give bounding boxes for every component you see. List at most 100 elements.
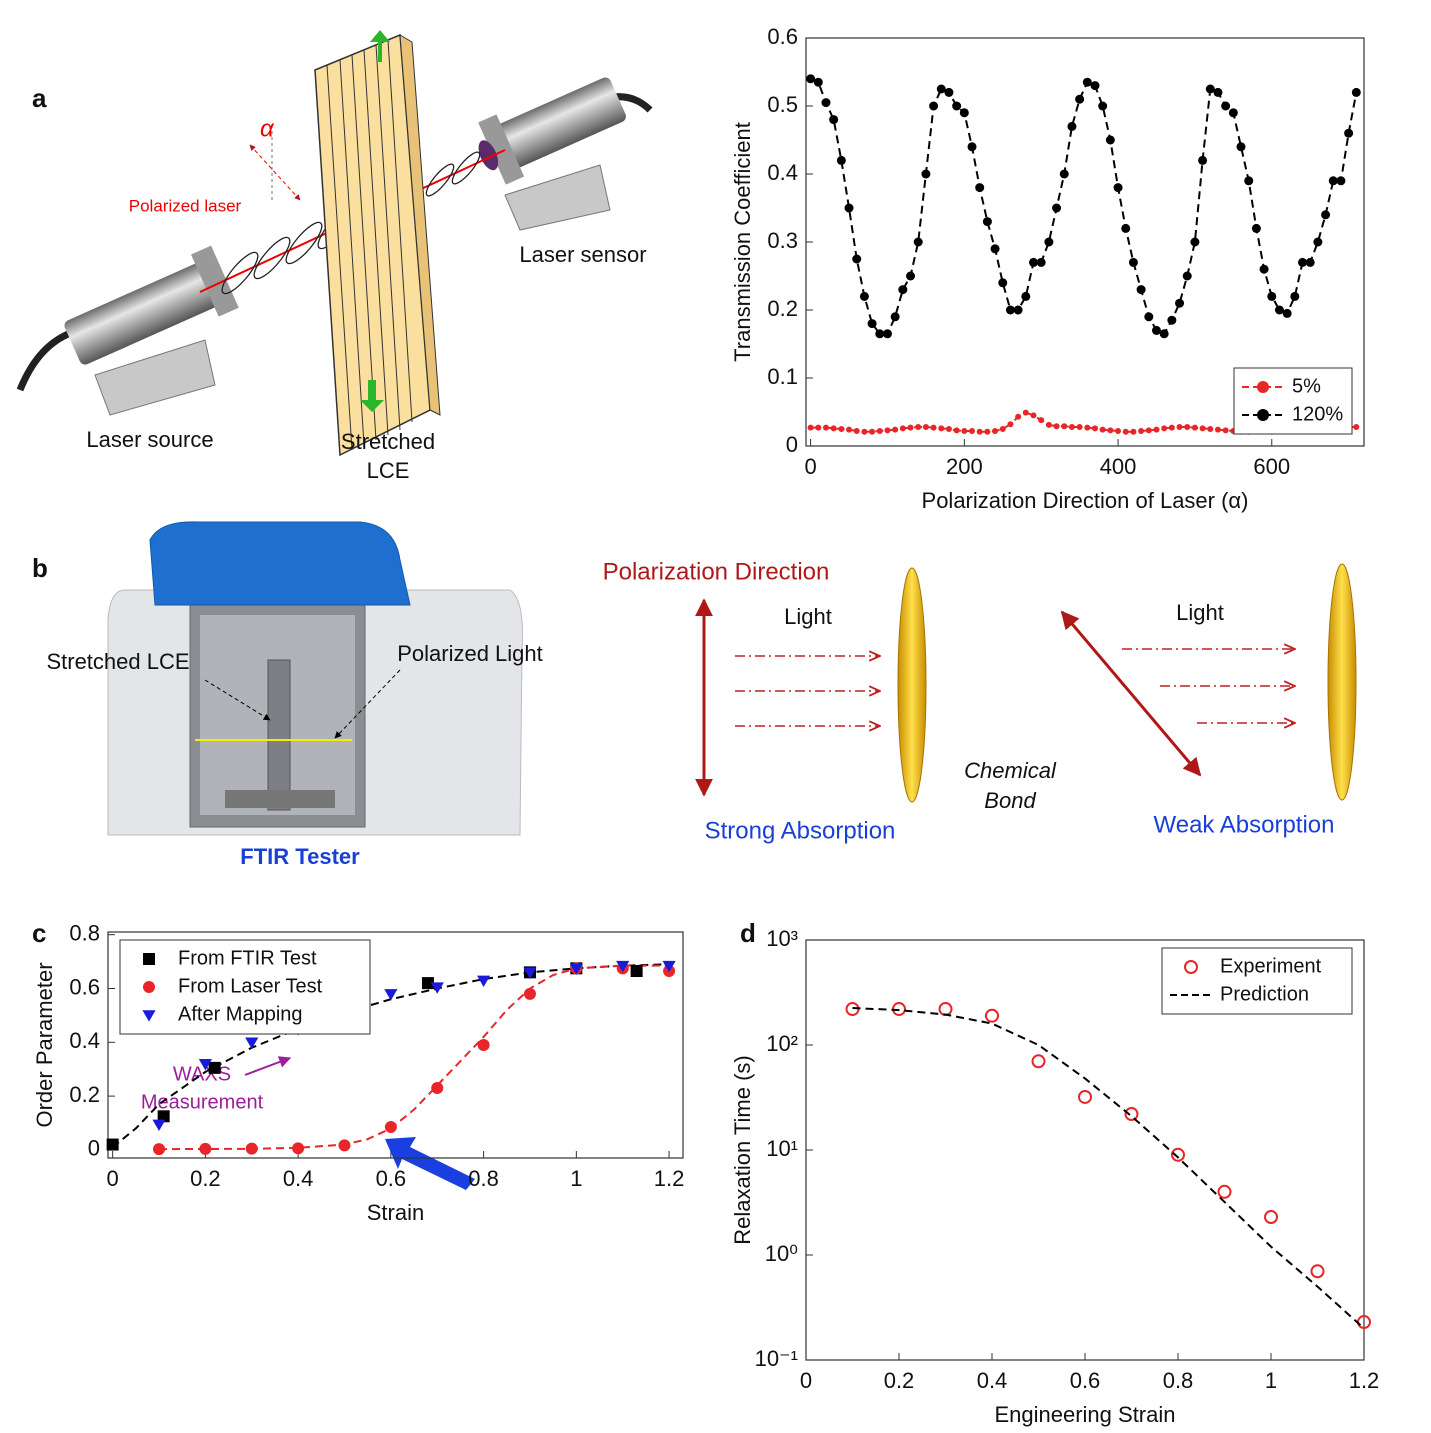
point — [1084, 424, 1091, 431]
point — [1082, 77, 1092, 87]
point — [1013, 305, 1023, 315]
point — [1090, 81, 1100, 91]
point — [822, 424, 829, 431]
point — [1336, 176, 1346, 186]
panel-b-diagram: b Stretched LCE Polarized Light FTIR Tes… — [32, 521, 1357, 869]
tester-label: FTIR Tester — [240, 844, 360, 869]
point — [1313, 237, 1323, 247]
point — [906, 271, 916, 281]
point — [477, 1039, 490, 1051]
x-tick-label: 0.8 — [1163, 1368, 1194, 1393]
point — [815, 424, 822, 431]
point — [876, 428, 883, 435]
fit-line — [112, 963, 670, 1149]
bracket — [504, 164, 611, 231]
point — [806, 74, 816, 84]
point — [938, 1002, 953, 1017]
point — [882, 329, 892, 339]
point — [157, 1110, 170, 1123]
point — [1059, 169, 1069, 179]
point — [898, 285, 908, 295]
point — [959, 108, 969, 118]
y-tick-label: 0.3 — [767, 228, 798, 253]
direction-label: Polarization Direction — [603, 558, 830, 585]
point — [1221, 101, 1231, 111]
point — [292, 1142, 305, 1155]
legend-label: 5% — [1292, 375, 1321, 397]
series-line — [852, 1007, 1365, 1330]
point — [1136, 285, 1146, 295]
point — [1029, 257, 1039, 267]
y-tick-label: 10³ — [766, 926, 798, 951]
stretch-arrow — [360, 380, 384, 412]
point — [1328, 176, 1338, 186]
point — [830, 425, 837, 432]
point — [1353, 423, 1360, 430]
legend — [1161, 947, 1353, 1015]
point — [1022, 409, 1029, 416]
x-tick-label: 0.4 — [283, 1166, 314, 1191]
source-label: Laser source — [86, 427, 213, 452]
legend-marker — [1184, 960, 1198, 974]
point — [569, 963, 583, 975]
polarization-arrow — [1060, 610, 1202, 777]
waxs-label: Measurement — [141, 1091, 264, 1113]
light-rays — [735, 649, 1295, 726]
point — [1161, 425, 1168, 432]
bond-label: Chemical — [964, 758, 1057, 783]
point — [853, 428, 860, 435]
y-tick-label: 10² — [766, 1031, 798, 1056]
x-tick-label: 0.6 — [376, 1166, 407, 1191]
y-axis-label: Order Parameter — [32, 962, 57, 1127]
panel-label: b — [32, 553, 48, 583]
point — [907, 424, 914, 431]
point — [1290, 291, 1300, 301]
panel-a-diagram: a α Polarized laser Laser sensor Laser s… — [16, 30, 653, 483]
point — [1076, 423, 1083, 430]
point — [384, 989, 398, 1001]
point — [616, 960, 630, 973]
point — [1199, 425, 1206, 432]
y-tick-label: 0.6 — [69, 974, 100, 999]
legend-label: After Mapping — [178, 1003, 303, 1025]
chemical-bond — [1327, 563, 1357, 801]
y-tick-label: 0 — [786, 432, 798, 457]
legend-marker — [143, 981, 155, 993]
point — [1184, 423, 1191, 430]
x-tick-label: 1.2 — [654, 1166, 685, 1191]
legend-marker — [143, 953, 155, 965]
point — [945, 426, 952, 432]
angle-label: α — [260, 115, 275, 142]
point — [1061, 423, 1068, 430]
panel-label: d — [740, 918, 756, 948]
sensor-label: Laser sensor — [519, 242, 646, 267]
waxs-label: WAXS — [173, 1063, 231, 1085]
ftir-lid — [149, 521, 411, 606]
y-tick-label: 0.2 — [69, 1082, 100, 1107]
legend-label: From FTIR Test — [178, 947, 317, 969]
point — [1078, 1089, 1092, 1104]
point — [1171, 1147, 1185, 1162]
point — [245, 1037, 259, 1049]
point — [1052, 203, 1062, 213]
point — [1321, 210, 1331, 220]
point — [1213, 87, 1223, 97]
x-tick-label: 600 — [1253, 454, 1290, 479]
point — [198, 1059, 212, 1071]
point — [1351, 87, 1361, 97]
point — [1198, 155, 1208, 165]
lce-stripes — [326, 39, 413, 451]
y-tick-label: 0.5 — [767, 92, 798, 117]
point — [523, 967, 537, 979]
y-tick-label: 0.6 — [767, 24, 798, 49]
point — [938, 425, 945, 432]
point — [1021, 291, 1031, 301]
point — [106, 1138, 119, 1151]
point — [1068, 423, 1075, 430]
stretch-arrow — [370, 30, 390, 62]
point — [153, 1143, 166, 1156]
bracket — [94, 339, 216, 416]
y-tick-label: 10⁻¹ — [755, 1346, 798, 1371]
point — [421, 977, 434, 990]
point — [431, 1082, 444, 1095]
